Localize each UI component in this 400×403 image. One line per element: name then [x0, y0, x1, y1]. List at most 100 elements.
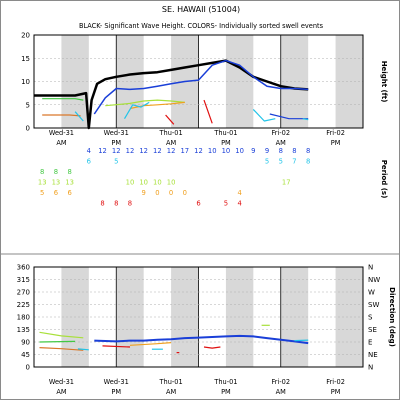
series-line-red [165, 114, 175, 125]
period-value: 10 [153, 179, 162, 187]
time-half-label: AM [56, 388, 67, 396]
time-half-label: AM [166, 388, 177, 396]
period-value: 8 [292, 147, 296, 155]
compass-tick-label: NE [368, 351, 378, 359]
series-line-blue [269, 113, 309, 120]
period-value: 4 [237, 200, 241, 208]
time-half-label: AM [276, 139, 287, 147]
compass-tick-label: NW [368, 276, 380, 284]
period-value: 13 [38, 179, 47, 187]
y-tick-label: 0 [26, 125, 30, 133]
period-value: 10 [167, 179, 176, 187]
plot-frame [33, 266, 364, 368]
series-line-cyan [252, 108, 276, 122]
time-half-label: PM [221, 388, 231, 396]
y-tick-label: 90 [21, 339, 30, 347]
period-value: 12 [153, 147, 162, 155]
period-value: 5 [224, 200, 228, 208]
period-value: 17 [282, 179, 291, 187]
chart-title: SE. HAWAII (51004) [162, 5, 240, 14]
compass-tick-label: W [368, 289, 375, 297]
period-value: 8 [67, 168, 71, 176]
compass-tick-label: SE [368, 326, 377, 334]
time-day-label: Thu-01 [213, 378, 237, 386]
period-value: 12 [112, 147, 121, 155]
y-tick-label: 15 [21, 55, 30, 63]
height-panel: 0 5 10 15 20 Wed-31 AM Wed-31 PM Thu-01 AM Thu-01 PM… [21, 32, 388, 148]
period-value: 17 [180, 147, 189, 155]
series-line-red [203, 346, 221, 349]
y-tick-label: 0 [26, 364, 30, 372]
period-value: 6 [87, 158, 91, 166]
series-line-darkorange [42, 114, 81, 117]
time-day-label: Fri-02 [271, 378, 290, 386]
period-value: 5 [265, 158, 269, 166]
compass-tick-label: S [368, 314, 373, 322]
period-value: 6 [54, 189, 58, 197]
period-value: 13 [65, 179, 74, 187]
y-tick-label: 270 [17, 289, 30, 297]
time-half-label: AM [276, 388, 287, 396]
y-tick-label: 10 [21, 78, 30, 86]
period-value: 10 [208, 147, 217, 155]
series-line-yellowgreen [105, 99, 185, 107]
period-value: 6 [196, 200, 200, 208]
series-line-blue [93, 59, 309, 115]
period-value: 12 [139, 147, 148, 155]
period-value: 13 [52, 179, 61, 187]
y-tick-label: 20 [21, 32, 30, 40]
period-value: 10 [126, 179, 135, 187]
series-line-darkorange [39, 347, 84, 351]
period-value: 0 [169, 189, 173, 197]
series-line-red [102, 345, 131, 348]
y-tick-label: 225 [17, 301, 30, 309]
period-value: 4 [237, 189, 241, 197]
series-line-cyan [302, 118, 309, 121]
y-tick-label: 45 [21, 351, 30, 359]
series-line-green [42, 98, 84, 101]
period-value: 8 [100, 200, 104, 208]
y-tick-label: 315 [17, 276, 30, 284]
time-half-label: PM [331, 388, 341, 396]
period-value: 5 [279, 158, 283, 166]
period-value: 10 [235, 147, 244, 155]
period-value: 9 [142, 189, 146, 197]
period-value: 8 [54, 168, 58, 176]
time-half-label: AM [166, 139, 177, 147]
period-value: 0 [183, 189, 187, 197]
time-half-label: PM [331, 139, 341, 147]
y-tick-label: 180 [17, 314, 30, 322]
period-value: 4 [87, 147, 91, 155]
y-axis-label: Height (ft) [380, 61, 388, 103]
plot-frame [33, 34, 364, 129]
period-value: 10 [139, 179, 148, 187]
time-day-label: Wed-31 [104, 378, 129, 386]
y-tick-label: 360 [17, 264, 30, 272]
period-panel: 4 12 12 12 12 12 12 17 12 10 10 10 9 9 8 8 8 6 5 5 5 7 8 8 8 8 13 1… [38, 147, 388, 208]
compass-tick-label: SW [368, 301, 379, 309]
time-half-label: PM [221, 139, 231, 147]
time-day-label: Wed-31 [104, 129, 129, 137]
time-day-label: Wed-31 [49, 378, 74, 386]
period-value: 8 [40, 168, 44, 176]
period-value: 12 [167, 147, 176, 155]
period-value: 7 [292, 158, 296, 166]
time-day-label: Fri-02 [271, 129, 290, 137]
time-day-label: Thu-01 [159, 129, 183, 137]
period-value: 9 [265, 147, 269, 155]
time-half-label: PM [111, 139, 121, 147]
series-line-green [39, 340, 76, 343]
period-value: 8 [114, 200, 118, 208]
series-line-cyan [123, 101, 150, 120]
time-half-label: AM [56, 139, 67, 147]
period-value: 5 [114, 158, 118, 166]
chart-subtitle: BLACK- Significant Wave Height. COLORS- … [79, 22, 324, 30]
direction-panel: 0 N 45 NE 90 E 135 SE 180 S 225 SW 270 W 315 NW 360 N Wed-… [17, 264, 396, 397]
period-value: 8 [279, 147, 283, 155]
y-axis-label: Direction (deg) [388, 287, 396, 347]
series-line-red [203, 99, 213, 124]
period-value: 12 [126, 147, 135, 155]
period-value: 0 [155, 189, 159, 197]
series-line-black [34, 59, 309, 130]
